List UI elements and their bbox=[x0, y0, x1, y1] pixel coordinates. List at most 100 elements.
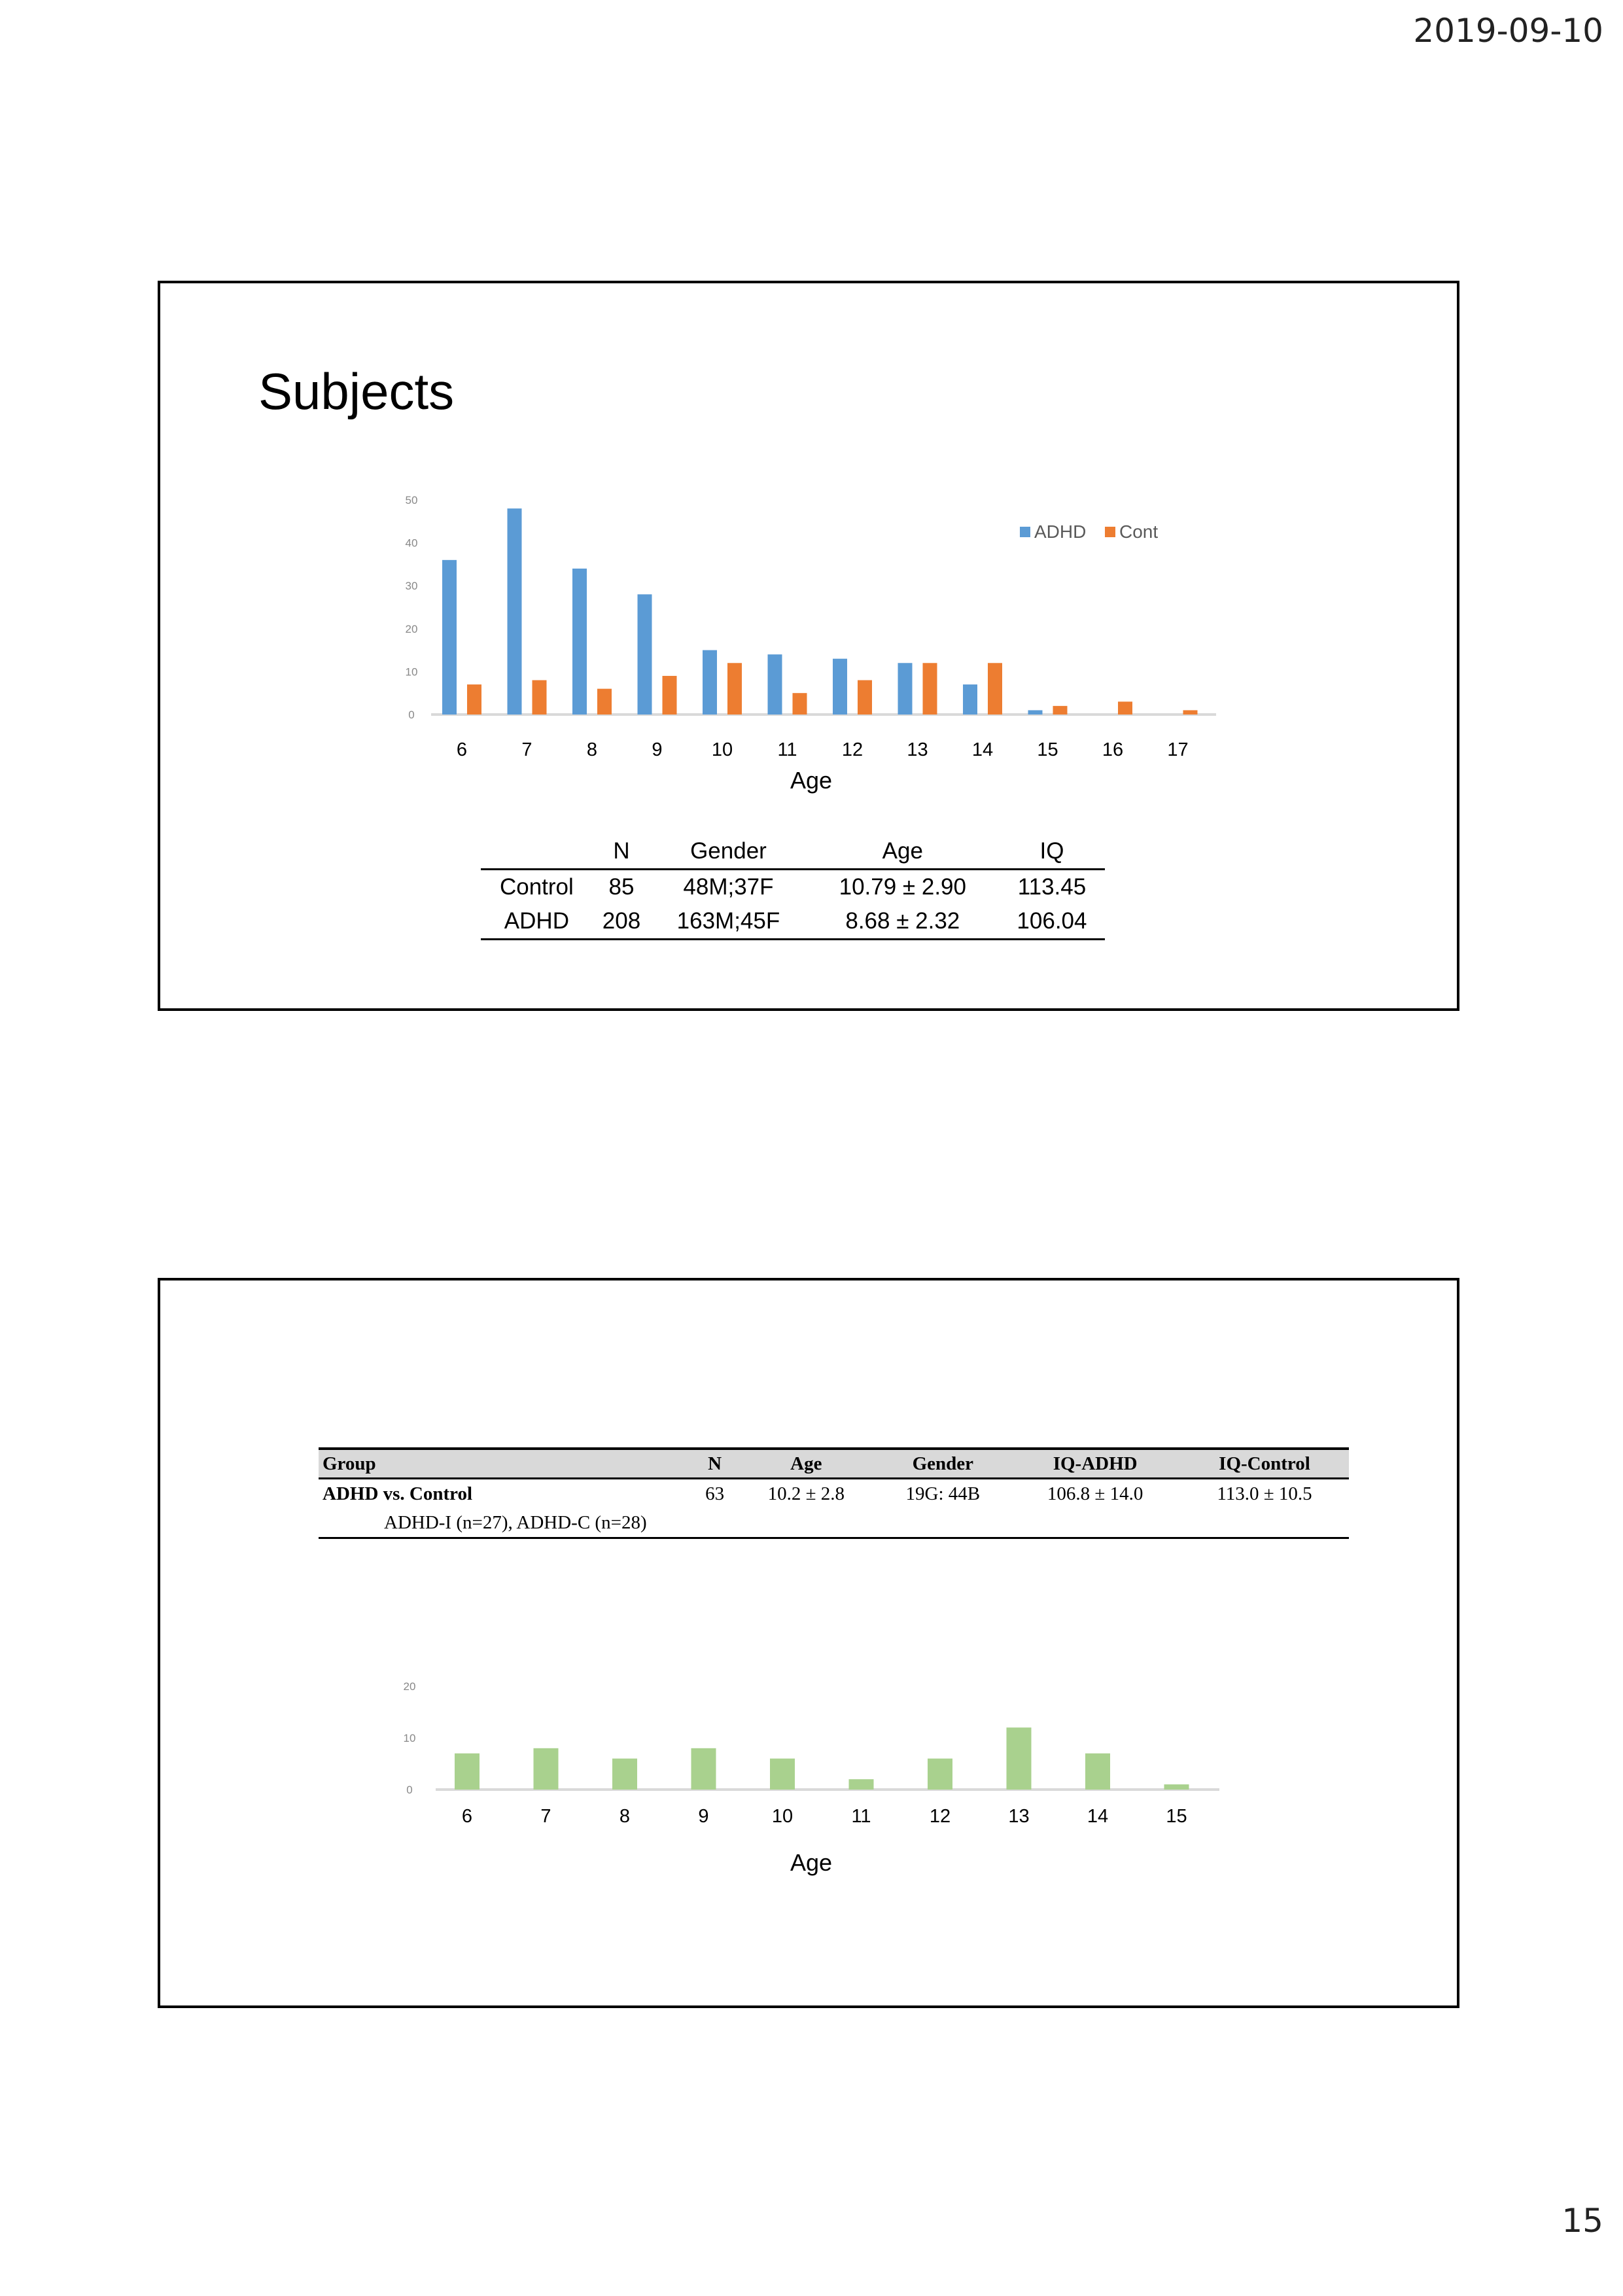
bar-cont bbox=[988, 663, 1002, 715]
legend-swatch-adhd bbox=[1020, 527, 1030, 537]
header-cell: IQ-Control bbox=[1180, 1447, 1349, 1479]
x-tick-label: 8 bbox=[587, 739, 597, 760]
bar-cont bbox=[858, 680, 872, 715]
bar-cont bbox=[532, 680, 547, 715]
y-tick-label: 20 bbox=[406, 623, 418, 635]
table-row: ADHD 208 163M;45F 8.68 ± 2.32 106.04 bbox=[481, 904, 1105, 940]
x-tick-label: 10 bbox=[712, 739, 733, 760]
bar-adhd bbox=[703, 650, 717, 715]
y-tick-label: 20 bbox=[404, 1680, 416, 1693]
y-tick-label: 0 bbox=[406, 1784, 412, 1796]
x-tick-label: 11 bbox=[851, 1806, 871, 1827]
bar-count bbox=[1006, 1727, 1032, 1790]
header-cell: Age bbox=[882, 838, 923, 864]
x-tick-label: 12 bbox=[930, 1806, 951, 1827]
age-distribution-chart-2: 0 10 20 6 7 8 9 10 11 12 13 14 15 Age bbox=[404, 1680, 1219, 1876]
bar-cont bbox=[597, 688, 612, 715]
x-tick-label: 16 bbox=[1102, 739, 1123, 760]
cell: 10.2 ± 2.8 bbox=[767, 1483, 845, 1504]
bar-adhd bbox=[637, 594, 652, 715]
x-tick-label: 6 bbox=[462, 1806, 472, 1827]
bar-count bbox=[770, 1758, 795, 1790]
cell: ADHD bbox=[504, 908, 569, 934]
date-header: 2019-09-10 bbox=[1413, 12, 1603, 50]
x-tick-label: 9 bbox=[698, 1806, 708, 1827]
cell: 85 bbox=[608, 874, 635, 900]
bar-adhd bbox=[572, 568, 587, 715]
bar-cont bbox=[1118, 701, 1132, 715]
bar-adhd bbox=[963, 684, 977, 715]
y-tick-label: 0 bbox=[408, 709, 414, 721]
header-cell: Gender bbox=[875, 1447, 1011, 1479]
bar-cont bbox=[1053, 705, 1068, 715]
bar-cont bbox=[792, 693, 807, 715]
bar-cont bbox=[1183, 710, 1198, 715]
x-tick-label: 14 bbox=[1087, 1806, 1108, 1827]
x-tick-label: 15 bbox=[1037, 739, 1058, 760]
bar-cont bbox=[467, 684, 481, 715]
legend-label-cont: Cont bbox=[1119, 521, 1158, 542]
cell: 48M;37F bbox=[683, 874, 774, 900]
bar-count bbox=[533, 1748, 559, 1790]
bar-adhd bbox=[767, 654, 782, 715]
table-row: Control 85 48M;37F 10.79 ± 2.90 113.45 bbox=[481, 870, 1105, 905]
cell: Control bbox=[499, 874, 574, 900]
header-cell: Age bbox=[737, 1447, 876, 1479]
x-tick-label: 7 bbox=[540, 1806, 551, 1827]
x-tick-label: 11 bbox=[777, 739, 797, 760]
bar-adhd bbox=[507, 508, 522, 715]
x-tick-label: 13 bbox=[1008, 1806, 1029, 1827]
x-tick-label: 10 bbox=[772, 1806, 793, 1827]
x-tick-label: 7 bbox=[521, 739, 532, 760]
table-header-row: N Gender Age IQ bbox=[481, 834, 1105, 870]
legend-swatch-cont bbox=[1105, 527, 1115, 537]
x-axis-title: Age bbox=[790, 1849, 832, 1876]
slide-adhd-vs-control: Group N Age Gender IQ-ADHD IQ-Control AD… bbox=[158, 1278, 1459, 2008]
bar-adhd bbox=[442, 559, 457, 715]
header-cell bbox=[481, 834, 593, 870]
subjects-table: N Gender Age IQ Control 85 48M;37F 10.79… bbox=[481, 834, 1105, 940]
bar-adhd bbox=[898, 663, 913, 715]
header-cell: IQ-ADHD bbox=[1010, 1447, 1180, 1479]
header-cell: Group bbox=[319, 1447, 693, 1479]
table-row: ADHD vs. Control 63 10.2 ± 2.8 19G: 44B … bbox=[319, 1479, 1349, 1509]
cell: 113.0 ± 10.5 bbox=[1217, 1483, 1312, 1504]
x-tick-label: 14 bbox=[972, 739, 993, 760]
bar-cont bbox=[662, 675, 677, 715]
header-cell: IQ bbox=[1039, 838, 1064, 864]
legend-label-adhd: ADHD bbox=[1034, 521, 1086, 542]
slide-subjects: Subjects 0 10 20 30 40 50 6 7 8 9 10 11 12 13 14 15 16 17… bbox=[158, 281, 1459, 1011]
y-tick-label: 10 bbox=[404, 1732, 416, 1744]
bar-adhd bbox=[833, 658, 847, 715]
cell: 19G: 44B bbox=[905, 1483, 981, 1504]
cell: 63 bbox=[705, 1483, 725, 1504]
y-tick-label: 30 bbox=[406, 580, 418, 592]
bar-count bbox=[455, 1753, 480, 1790]
x-tick-label: 17 bbox=[1167, 739, 1188, 760]
group-table: Group N Age Gender IQ-ADHD IQ-Control AD… bbox=[319, 1447, 1349, 1539]
x-tick-label: 12 bbox=[842, 739, 863, 760]
x-tick-label: 13 bbox=[907, 739, 928, 760]
x-tick-label: 8 bbox=[620, 1806, 630, 1827]
bar-count bbox=[612, 1758, 637, 1790]
slide-title: Subjects bbox=[258, 362, 455, 420]
x-tick-label: 6 bbox=[457, 739, 467, 760]
bar-cont bbox=[922, 663, 937, 715]
cell: 163M;45F bbox=[676, 908, 780, 934]
y-tick-label: 10 bbox=[406, 665, 418, 678]
table-subrow: ADHD-I (n=27), ADHD-C (n=28) bbox=[319, 1508, 1349, 1538]
x-tick-label: 15 bbox=[1166, 1806, 1187, 1827]
y-tick-label: 40 bbox=[406, 537, 418, 550]
bar-count bbox=[691, 1748, 716, 1790]
cell: ADHD vs. Control bbox=[323, 1483, 473, 1504]
table-header-row: Group N Age Gender IQ-ADHD IQ-Control bbox=[319, 1447, 1349, 1479]
cell: 106.8 ± 14.0 bbox=[1047, 1483, 1143, 1504]
header-cell: N bbox=[613, 838, 630, 864]
header-cell: N bbox=[693, 1447, 737, 1479]
cell: 106.04 bbox=[1017, 908, 1087, 934]
cell: 113.45 bbox=[1017, 874, 1087, 900]
page-number: 15 bbox=[1562, 2202, 1603, 2240]
cell: 208 bbox=[602, 908, 641, 934]
x-tick-label: 9 bbox=[652, 739, 662, 760]
age-distribution-chart: 0 10 20 30 40 50 6 7 8 9 10 11 12 13 14 15 16 17 Age ADHD Co… bbox=[406, 494, 1216, 794]
